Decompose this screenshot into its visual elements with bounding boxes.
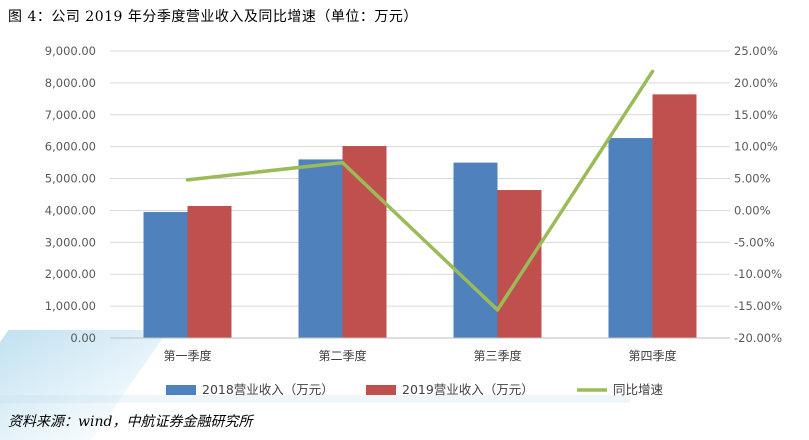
- bar-2018-q4: [608, 138, 653, 338]
- y-right-tick-label: -15.00%: [734, 299, 782, 313]
- bar-2019-q2: [342, 146, 387, 338]
- bar-2019-q4: [652, 94, 697, 338]
- y-left-tick-label: 5,000.00: [45, 172, 96, 186]
- y-right-tick-label: 25.00%: [734, 44, 778, 58]
- bar-2018-q2: [298, 159, 343, 338]
- legend-label: 同比增速: [613, 382, 664, 397]
- y-right-tick-label: 15.00%: [734, 108, 778, 122]
- y-left-tick-label: 8,000.00: [45, 76, 96, 90]
- legend-swatch: [366, 385, 396, 395]
- y-right-tick-label: 5.00%: [734, 172, 771, 186]
- bar-2019-q1: [187, 205, 232, 338]
- y-left-tick-label: 9,000.00: [45, 44, 96, 58]
- axes: 0.00 1,000.00 2,000.00 3,000.00 4,000.00 5,00…: [45, 44, 782, 363]
- watermark-stripe: [0, 395, 630, 403]
- y-right-tick-label: -10.00%: [734, 267, 782, 281]
- bar-2018-q3: [453, 162, 498, 338]
- y-left-tick-label: 2,000.00: [45, 267, 96, 281]
- y-left-tick-label: 6,000.00: [45, 140, 96, 154]
- x-category-label: 第三季度: [473, 348, 521, 363]
- x-category-label: 第四季度: [628, 348, 676, 363]
- source-note: 资料来源：wind，中航证券金融研究所: [8, 414, 253, 430]
- legend: 2018营业收入（万元） 2019营业收入（万元） 同比增速: [166, 382, 664, 397]
- growth-point-q1: [186, 178, 189, 182]
- y-right-tick-label: -20.00%: [734, 331, 782, 345]
- y-right-tick-label: 20.00%: [734, 76, 778, 90]
- bar-series: [143, 94, 697, 338]
- y-right-tick-label: 0.00%: [734, 203, 771, 217]
- y-right-tick-label: -5.00%: [734, 235, 775, 249]
- y-right-tick-label: 10.00%: [734, 140, 778, 154]
- line-series: [185, 69, 655, 312]
- legend-swatch: [166, 385, 196, 395]
- y-left-tick-label: 7,000.00: [45, 108, 96, 122]
- growth-point-q3: [496, 308, 499, 312]
- legend-label: 2018营业收入（万元）: [202, 382, 334, 397]
- growth-point-q4: [651, 69, 654, 73]
- growth-point-q2: [341, 161, 344, 165]
- y-left-tick-label: 3,000.00: [45, 235, 96, 249]
- x-category-label: 第一季度: [163, 348, 211, 363]
- bar-2019-q3: [497, 190, 542, 338]
- y-left-tick-label: 4,000.00: [45, 203, 96, 217]
- legend-label: 2019营业收入（万元）: [402, 382, 534, 397]
- x-category-label: 第二季度: [318, 348, 366, 363]
- y-left-tick-label: 0.00: [70, 331, 96, 345]
- growth-line: [185, 69, 655, 312]
- figure-caption: 图 4：公司 2019 年分季度营业收入及同比增速（单位：万元）: [8, 9, 418, 25]
- y-left-tick-label: 1,000.00: [45, 299, 96, 313]
- bar-2018-q1: [143, 212, 188, 338]
